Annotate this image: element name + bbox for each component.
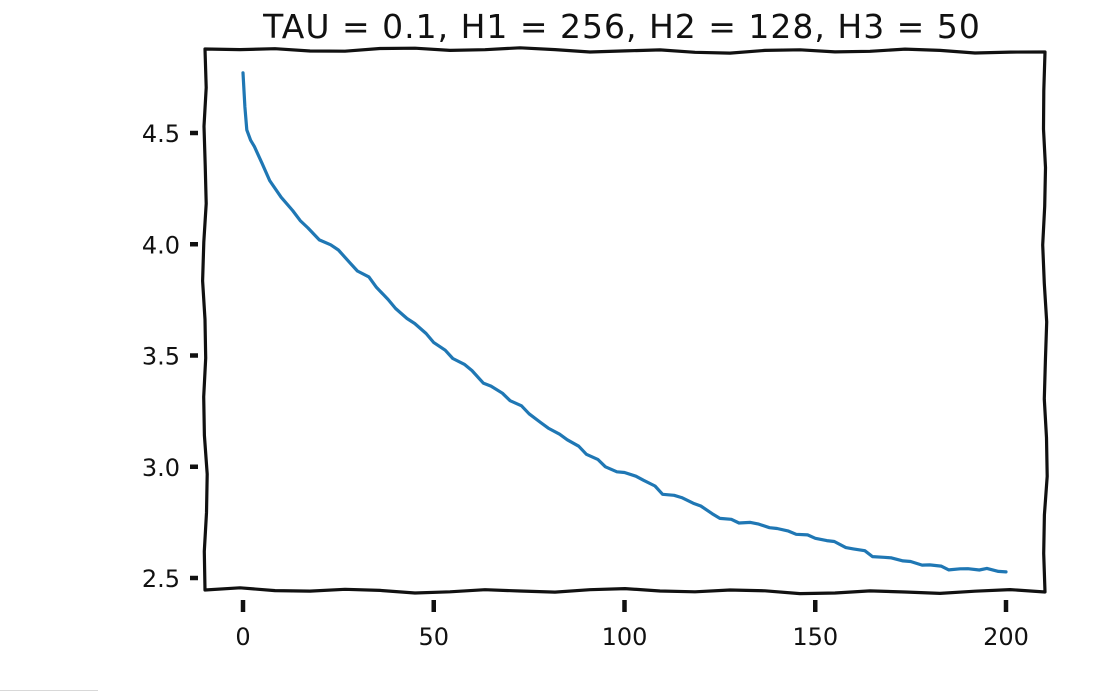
series-layer [241,71,1008,574]
y-tick-label: 4.0 [142,231,180,259]
x-tick-label: 0 [235,623,250,651]
chart-title: TAU = 0.1, H1 = 256, H2 = 128, H3 = 50 [262,7,981,46]
x-tick-label: 150 [792,623,838,651]
x-tick-label: 50 [418,623,449,651]
y-tick-label: 3.0 [142,454,180,482]
plot-frame [201,46,1049,596]
series-line [241,71,1008,574]
y-tick-label: 3.5 [142,343,180,371]
x-tick-label: 200 [983,623,1029,651]
x-tick-label: 100 [602,623,648,651]
y-tick-label: 2.5 [142,565,180,593]
y-tick-label: 4.5 [142,120,180,148]
axis-ticks: 0 50 100 150 200 2.5 3.0 3.5 4.0 4.5 [142,120,1029,651]
divider [0,690,98,691]
